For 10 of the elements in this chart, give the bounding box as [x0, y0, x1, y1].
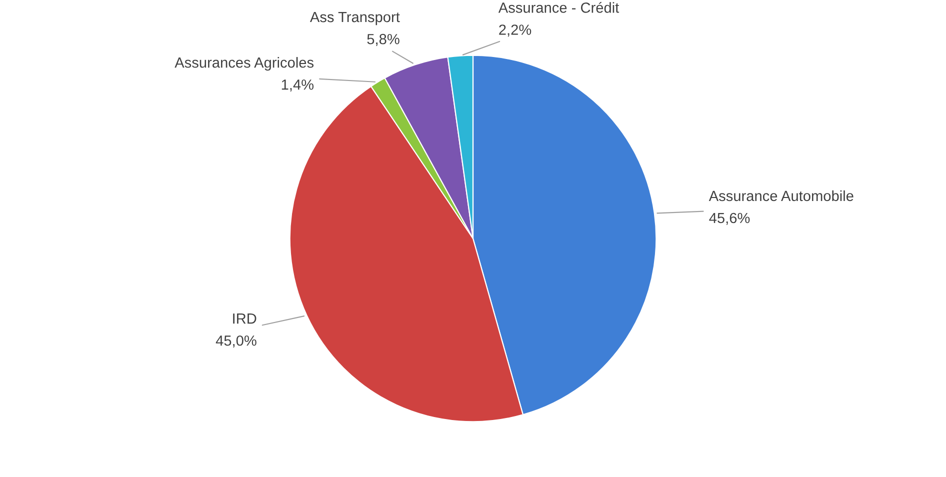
- data-label: 1,4%: [282, 80, 314, 92]
- slice-label: Assurance Automobile: [708, 190, 854, 202]
- data-label: 2,2%: [499, 24, 532, 37]
- slice-label: Assurance - Crédit: [498, 2, 620, 13]
- slice-label: IRD: [233, 314, 256, 324]
- slice-label: Ass Transport: [310, 12, 400, 26]
- slice-label: Assurances Agricoles: [174, 57, 314, 71]
- data-label: 45,0%: [216, 335, 256, 348]
- data-label: 45,6%: [709, 212, 750, 225]
- data-label: 5,8%: [367, 34, 400, 46]
